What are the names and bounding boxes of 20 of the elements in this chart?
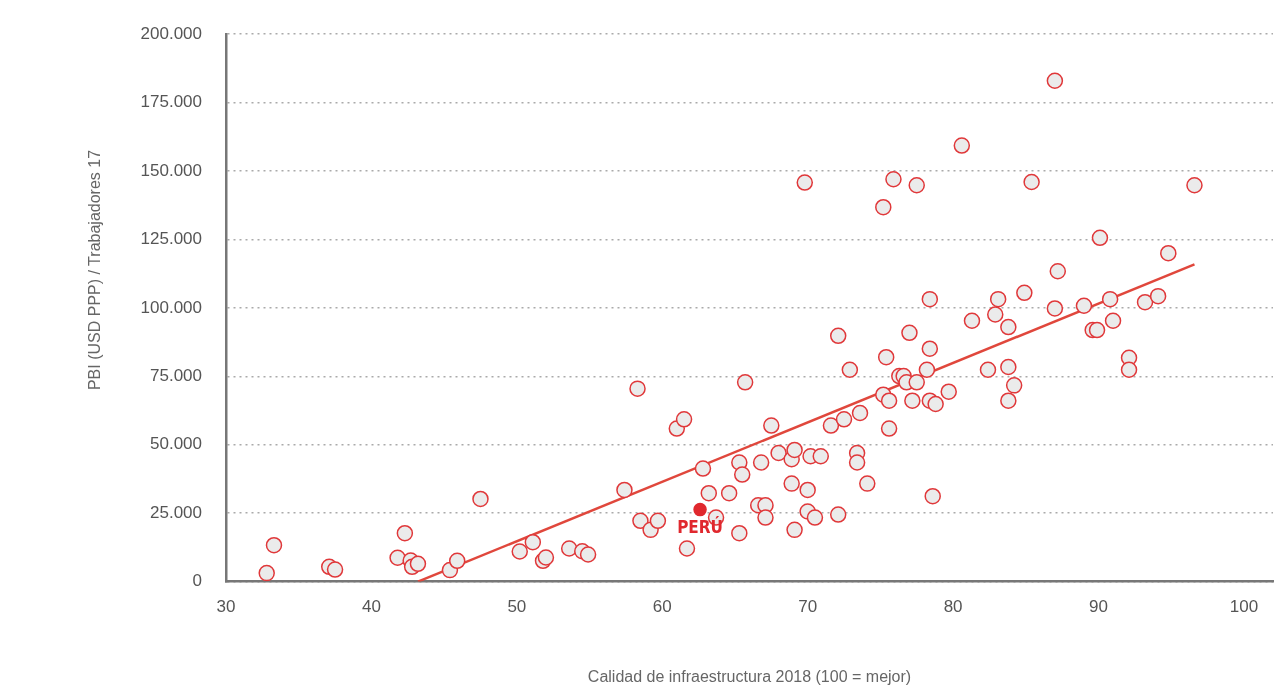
x-tick-label: 30 bbox=[216, 597, 236, 617]
y-tick-label: 75.000 bbox=[150, 366, 202, 386]
y-tick-label: 150.000 bbox=[140, 160, 202, 180]
x-axis-title: Calidad de infraestructura 2018 (100 = mejor) bbox=[586, 668, 913, 686]
x-tick-label: 40 bbox=[361, 597, 381, 617]
y-tick-label: 200.000 bbox=[140, 23, 202, 43]
y-tick-label: 175.000 bbox=[140, 92, 202, 112]
y-tick-label: 50.000 bbox=[150, 434, 202, 454]
x-tick-label: 70 bbox=[798, 597, 818, 617]
y-tick-label: 25.000 bbox=[150, 502, 202, 522]
y-tick-label: 100.000 bbox=[140, 297, 202, 317]
y-tick-label: 0 bbox=[192, 571, 202, 591]
x-tick-label: 80 bbox=[943, 597, 963, 617]
series-label: PERÚ bbox=[677, 515, 723, 537]
x-tick-label: 100 bbox=[1229, 597, 1259, 617]
x-tick-label: 50 bbox=[507, 597, 527, 617]
x-tick-label: 60 bbox=[652, 597, 672, 617]
y-axis-title: PBI (USD PPP) / Trabajadores 17 bbox=[86, 149, 104, 391]
x-tick-label: 90 bbox=[1089, 597, 1108, 617]
y-tick-label: 125.000 bbox=[140, 229, 202, 249]
